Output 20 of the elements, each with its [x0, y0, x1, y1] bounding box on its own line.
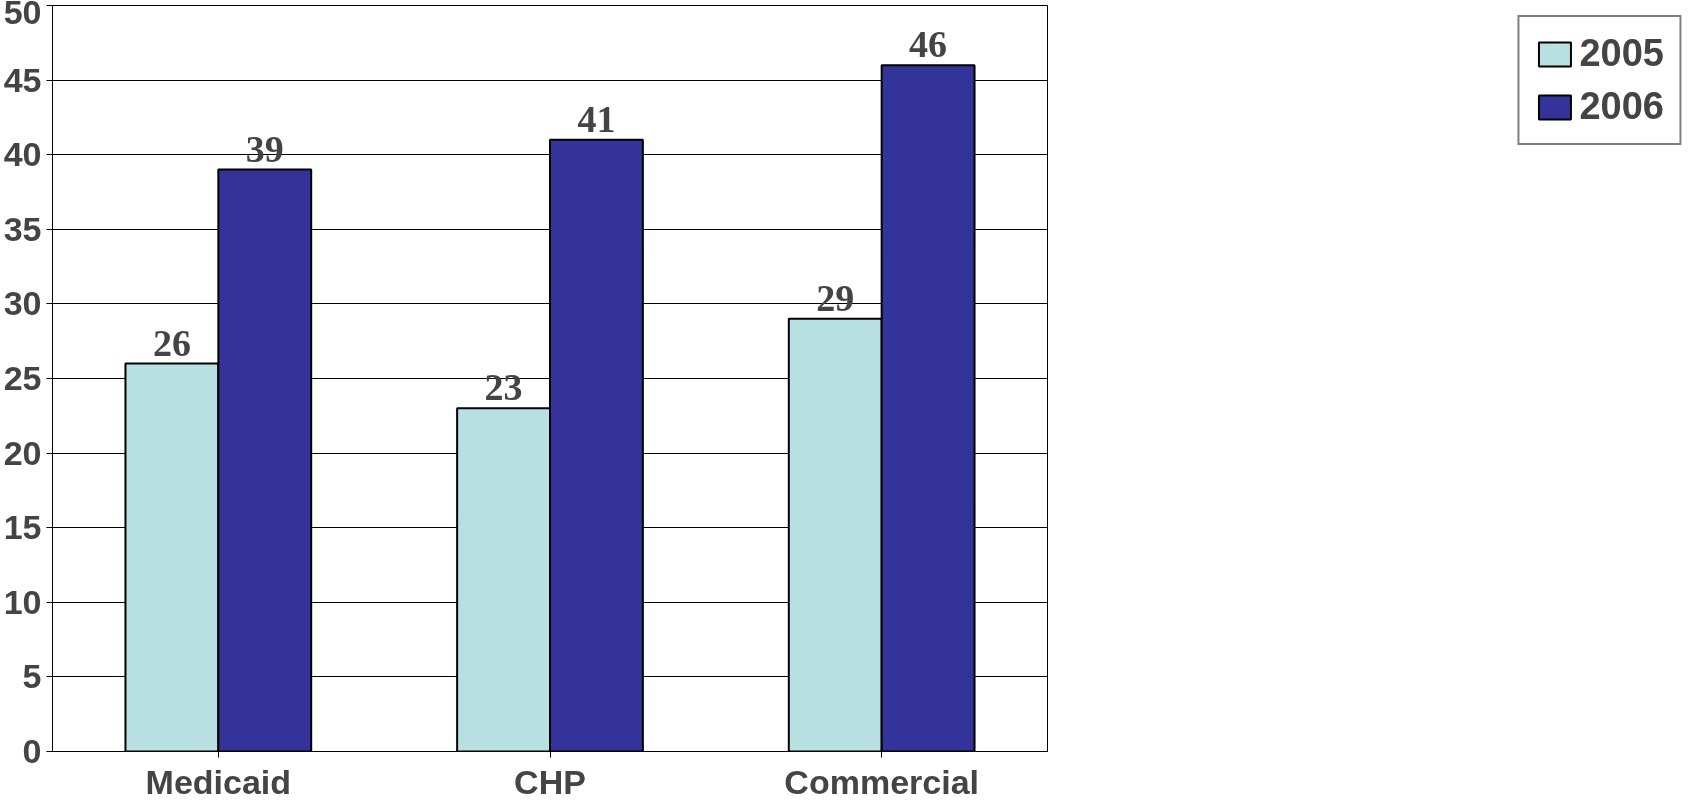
data-label: 46 — [909, 23, 948, 66]
y-tick-label: 15 — [3, 508, 42, 547]
legend-label: 2005 — [1579, 32, 1664, 75]
data-label: 41 — [577, 97, 616, 140]
y-tick-label: 30 — [3, 284, 42, 323]
y-tick-label: 40 — [3, 135, 42, 174]
y-tick-label: 25 — [3, 359, 42, 397]
x-tick-label: Commercial — [784, 762, 979, 801]
x-tick-label: Medicaid — [145, 762, 292, 801]
data-label: 23 — [484, 366, 523, 409]
legend-label: 2006 — [1579, 85, 1664, 128]
data-label: 26 — [152, 321, 191, 364]
y-tick-label: 0 — [22, 732, 42, 770]
y-tick-label: 45 — [3, 60, 42, 99]
x-tick-label: CHP — [514, 762, 586, 801]
y-tick-label: 10 — [3, 582, 42, 621]
y-tick-label: 20 — [3, 433, 42, 472]
y-tick-label: 50 — [3, 0, 42, 31]
y-tick-label: 35 — [3, 209, 42, 248]
y-tick-label: 5 — [22, 657, 42, 696]
